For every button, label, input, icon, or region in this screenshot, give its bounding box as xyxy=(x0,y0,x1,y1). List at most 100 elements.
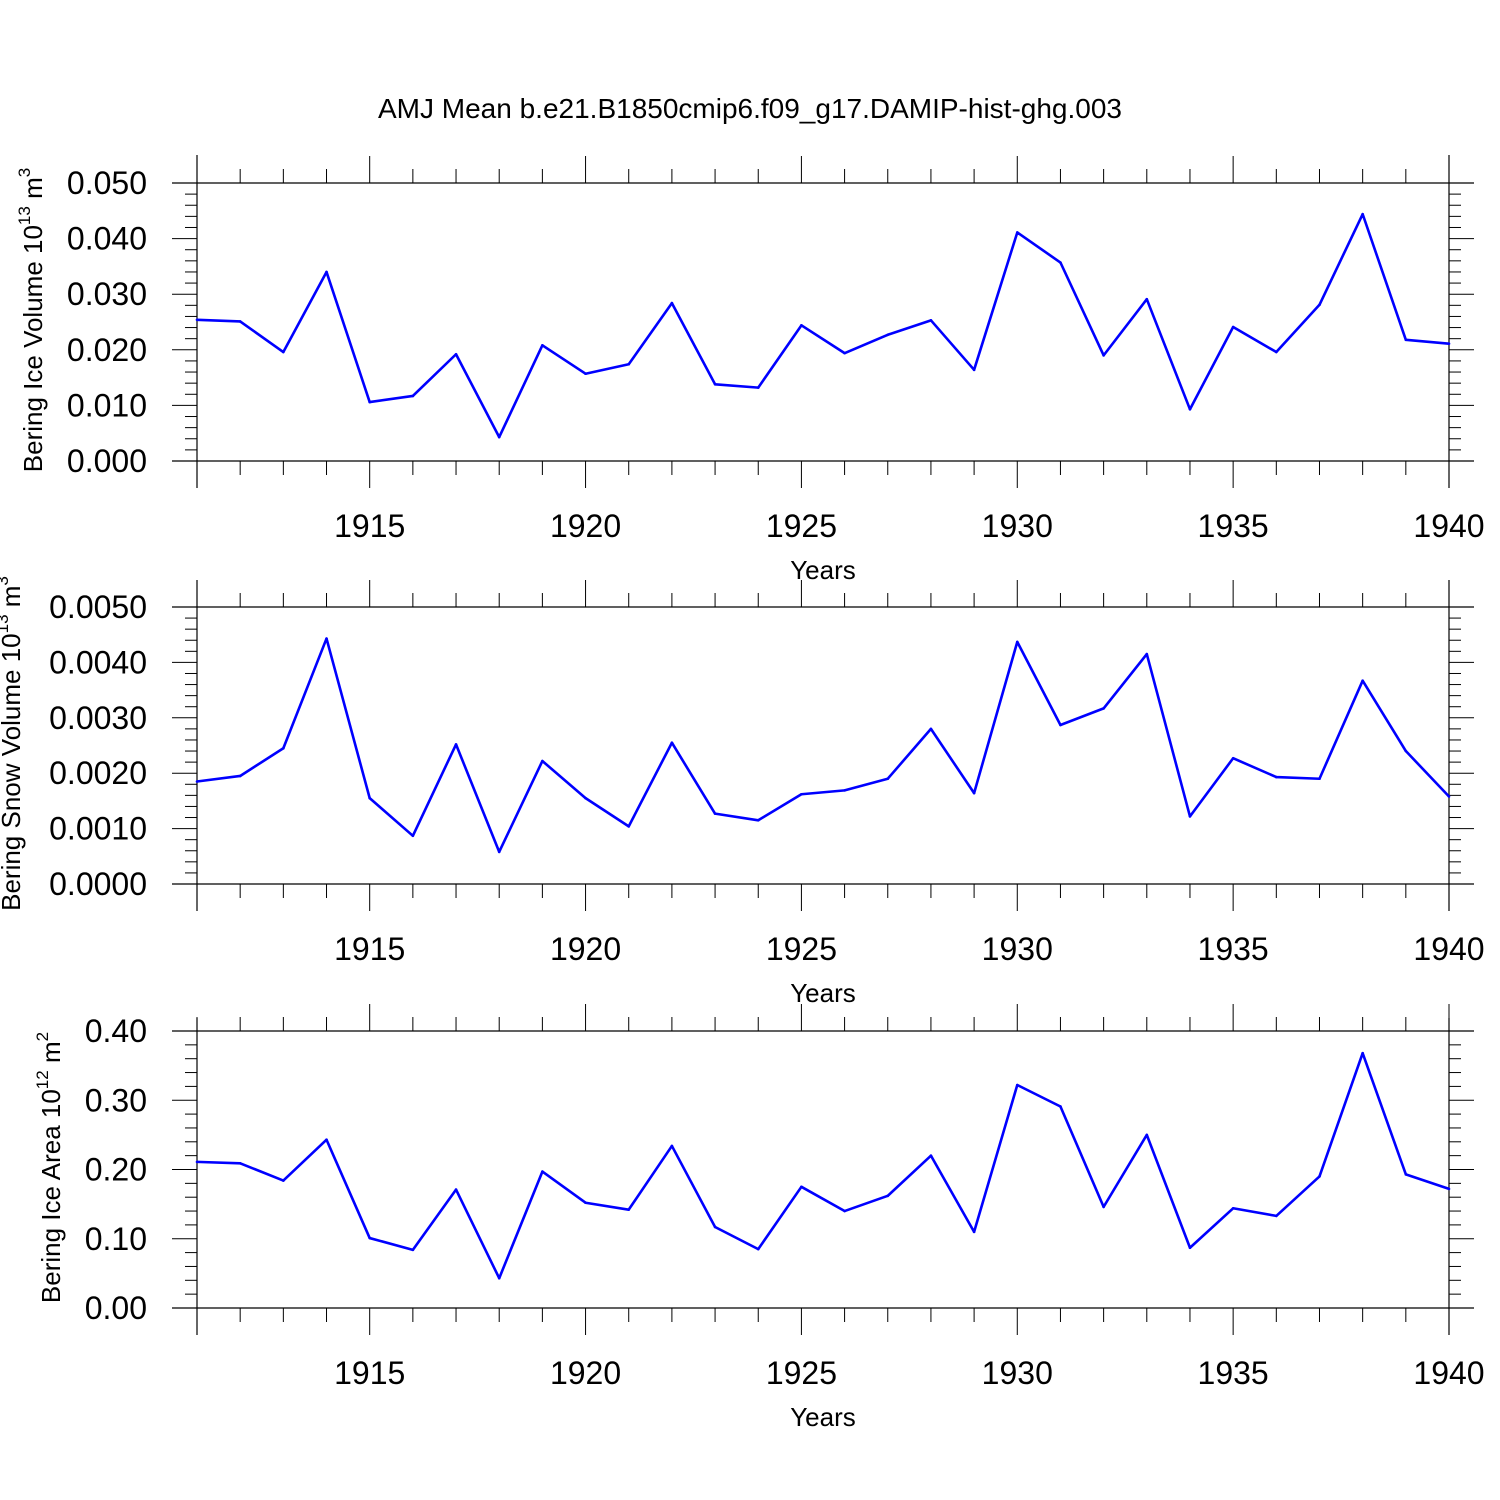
data-point xyxy=(282,746,285,750)
data-point xyxy=(886,777,890,781)
data-point xyxy=(1015,640,1019,644)
data-point xyxy=(497,1276,501,1280)
data-point xyxy=(843,1209,846,1213)
y-tick-label: 0.0030 xyxy=(49,700,147,736)
data-point xyxy=(238,320,242,323)
data-point xyxy=(1015,231,1019,234)
data-point xyxy=(282,350,285,354)
data-point xyxy=(584,1201,587,1205)
y-tick-label: 0.40 xyxy=(85,1013,147,1049)
x-tick-label: 1915 xyxy=(334,931,405,967)
x-tick-label: 1940 xyxy=(1413,508,1484,544)
data-point xyxy=(1447,795,1451,798)
data-point xyxy=(713,1225,717,1229)
data-point xyxy=(195,1160,199,1164)
x-tick-label: 1920 xyxy=(550,1355,621,1391)
series-line-1 xyxy=(196,212,1450,439)
data-point xyxy=(1361,212,1364,216)
data-point xyxy=(1145,652,1149,656)
data-point xyxy=(843,789,846,792)
y-tick-label: 0.10 xyxy=(85,1221,147,1257)
y-tick-label: 0.010 xyxy=(67,387,147,423)
series-line-1 xyxy=(196,637,1450,854)
y-tick-label: 0.050 xyxy=(67,165,147,201)
data-point xyxy=(497,850,501,854)
data-point xyxy=(886,333,890,337)
data-point xyxy=(1447,342,1451,345)
x-tick-label: 1925 xyxy=(766,1355,837,1391)
series-line-1 xyxy=(196,1051,1450,1280)
data-point xyxy=(670,301,674,305)
data-point xyxy=(1102,707,1105,710)
data-point xyxy=(195,318,199,322)
data-point xyxy=(1015,1083,1019,1087)
data-point xyxy=(411,1248,415,1252)
x-tick-label: 1930 xyxy=(982,1355,1053,1391)
data-point xyxy=(368,796,371,800)
data-point xyxy=(713,382,717,386)
data-point xyxy=(800,1185,803,1189)
data-point xyxy=(541,759,544,763)
x-tick-label: 1925 xyxy=(766,931,837,967)
data-point xyxy=(1361,1051,1364,1055)
y-tick-label: 0.0010 xyxy=(49,811,147,847)
data-point xyxy=(1102,1205,1105,1209)
data-point xyxy=(1145,1133,1149,1137)
y-tick-label: 0.0020 xyxy=(49,755,147,791)
y-tick-label: 0.040 xyxy=(67,221,147,257)
chart-panel-1: 1915 1920 1925 1930 1935 1940 0.000 0.010 0.020 0… xyxy=(15,155,1485,585)
x-axis-label: Years xyxy=(790,1402,856,1432)
data-point xyxy=(1318,303,1321,307)
data-point xyxy=(454,743,458,746)
data-point xyxy=(454,352,458,356)
data-point xyxy=(325,1138,328,1142)
data-point xyxy=(1275,1214,1278,1218)
data-point xyxy=(1102,354,1105,357)
x-tick-label: 1915 xyxy=(334,1355,405,1391)
data-point xyxy=(627,825,631,828)
data-point xyxy=(238,1161,242,1165)
data-point xyxy=(1188,815,1192,818)
data-point xyxy=(800,324,803,327)
x-tick-label: 1940 xyxy=(1413,1355,1484,1391)
data-point xyxy=(541,1170,544,1173)
y-tick-label: 0.00 xyxy=(85,1290,147,1326)
y-tick-label: 0.30 xyxy=(85,1082,147,1118)
y-tick-label: 0.030 xyxy=(67,276,147,312)
data-point xyxy=(929,1154,933,1157)
data-point xyxy=(1059,723,1062,727)
y-tick-label: 0.020 xyxy=(67,332,147,368)
y-tick-label: 0.0040 xyxy=(49,644,147,680)
data-point xyxy=(800,792,803,796)
x-tick-label: 1925 xyxy=(766,508,837,544)
data-point xyxy=(929,727,933,731)
y-tick-label: 0.20 xyxy=(85,1152,147,1188)
data-point xyxy=(929,319,933,322)
data-point xyxy=(1059,1105,1062,1108)
data-point xyxy=(670,741,674,745)
x-tick-label: 1940 xyxy=(1413,931,1484,967)
x-tick-label: 1930 xyxy=(982,508,1053,544)
data-point xyxy=(238,774,242,778)
x-tick-label: 1935 xyxy=(1198,1355,1269,1391)
data-point xyxy=(1447,1187,1451,1191)
x-axis-label: Years xyxy=(790,555,856,585)
data-point xyxy=(627,1208,631,1211)
x-axis-label: Years xyxy=(790,978,856,1008)
data-point xyxy=(1188,1246,1192,1250)
data-point xyxy=(1231,756,1235,760)
y-axis-label: Bering Ice Volume 1013 m3 xyxy=(15,168,48,472)
y-axis-label: Bering Snow Volume 1013 m3 xyxy=(0,576,26,911)
data-point xyxy=(1188,407,1192,411)
data-point xyxy=(1275,775,1278,779)
data-point xyxy=(886,1194,890,1198)
data-point xyxy=(1059,261,1062,264)
x-tick-label: 1920 xyxy=(550,931,621,967)
y-tick-label: 0.0000 xyxy=(49,866,147,902)
x-tick-label: 1915 xyxy=(334,508,405,544)
y-axis-label: Bering Ice Area 1012 m2 xyxy=(33,1032,66,1303)
panels: 1915 1920 1925 1930 1935 1940 0.000 0.010 0.020 0… xyxy=(0,155,1485,1432)
data-point xyxy=(756,818,760,822)
data-point xyxy=(1404,338,1408,342)
